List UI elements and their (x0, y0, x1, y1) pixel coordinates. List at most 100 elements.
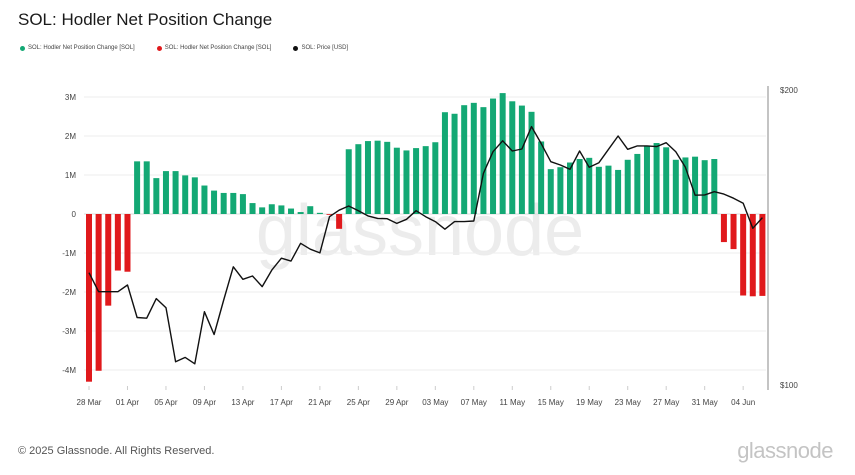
price-line (88, 125, 763, 365)
x-tick-label: 07 May (461, 398, 487, 407)
legend-dot (20, 45, 25, 51)
x-tick-label: 05 Apr (154, 398, 177, 407)
bar-positive (278, 205, 285, 214)
bar-negative (105, 214, 112, 306)
bar-positive (441, 112, 448, 214)
bar-positive (403, 150, 410, 214)
bar-negative (740, 214, 747, 296)
bar-positive (567, 162, 573, 214)
y-tick-label: -4M (62, 366, 76, 375)
bar-positive (451, 113, 458, 214)
bar-negative (114, 214, 121, 271)
bar-positive (538, 141, 545, 214)
x-tick-label: 17 Apr (270, 398, 293, 407)
bar-positive (499, 93, 506, 214)
bar-positive (162, 171, 169, 214)
x-tick-label: 28 Mar (77, 398, 102, 407)
bar-positive (422, 146, 429, 214)
bar-positive (345, 149, 352, 214)
bar-positive (211, 190, 218, 214)
bar-positive (480, 107, 487, 214)
y-tick-label: -2M (62, 288, 76, 297)
chart-title: SOL: Hodler Net Position Change (18, 10, 273, 29)
legend-item-negative[interactable]: SOL: Hodler Net Position Change [SOL] (156, 45, 271, 51)
x-tick-label: 25 Apr (347, 398, 370, 407)
bar-positive (230, 192, 237, 214)
bar-positive (682, 157, 689, 214)
y-right-tick-label: $100 (780, 381, 798, 390)
legend-item-positive[interactable]: SOL: Hodler Net Position Change [SOL] (20, 45, 135, 51)
y-tick-label: 3M (65, 93, 76, 102)
legend: SOL: Hodler Net Position Change [SOL] SO… (20, 45, 348, 51)
x-tick-label: 29 Apr (385, 398, 408, 407)
x-tick-label: 03 May (422, 398, 448, 407)
bar-positive (355, 144, 362, 214)
x-tick-label: 09 Apr (193, 398, 216, 407)
x-tick-label: 21 Apr (308, 398, 331, 407)
bar-positive (153, 178, 160, 214)
bar-positive (461, 105, 468, 214)
y-tick-label: 2M (65, 132, 76, 141)
bar-positive (143, 161, 150, 214)
bar-positive (172, 171, 179, 214)
legend-label: SOL: Price [USD] (301, 45, 349, 51)
x-tick-label: 11 May (499, 398, 525, 407)
bar-positive (528, 111, 535, 214)
watermark: glassnode (256, 191, 584, 271)
bar-positive (518, 105, 525, 214)
bar-positive (547, 169, 554, 214)
bar-negative (759, 214, 766, 296)
y-right-tick-label: $200 (780, 86, 798, 95)
copyright: © 2025 Glassnode. All Rights Reserved. (18, 445, 215, 457)
bar-positive (586, 157, 593, 214)
bar-positive (249, 203, 256, 214)
bar-positive (605, 165, 612, 214)
bar-positive (393, 147, 400, 214)
bar-positive (413, 148, 420, 214)
bar-positive (374, 140, 381, 214)
bar-positive (384, 141, 391, 214)
x-tick-label: 04 Jun (731, 398, 755, 407)
legend-dot (293, 45, 299, 51)
legend-label: SOL: Hodler Net Position Change [SOL] (28, 45, 135, 51)
bar-positive (191, 177, 198, 214)
bar-positive (701, 160, 708, 214)
bar-positive (692, 156, 699, 214)
x-tick-label: 19 May (576, 398, 602, 407)
bar-negative (720, 214, 727, 243)
x-tick-label: 15 May (538, 398, 564, 407)
bar-positive (288, 208, 295, 214)
bar-positive (134, 161, 141, 214)
y-tick-label: -3M (62, 327, 76, 336)
bar-positive (634, 153, 641, 214)
bar-negative (730, 214, 737, 250)
bar-negative (749, 214, 756, 297)
legend-dot (156, 45, 162, 51)
bar-positive (259, 207, 266, 214)
bar-positive (595, 166, 602, 214)
bar-positive (624, 159, 631, 214)
bar-positive (672, 159, 679, 214)
bar-negative (326, 214, 333, 215)
bar-positive (182, 175, 189, 214)
glassnode-logo: glassnode (737, 438, 833, 463)
x-tick-label: 31 May (692, 398, 718, 407)
bar-positive (663, 147, 670, 214)
y-tick-label: 1M (65, 171, 76, 180)
y-tick-label: -1M (62, 249, 76, 258)
bar-positive (316, 212, 323, 214)
x-tick-label: 13 Apr (231, 398, 254, 407)
bar-positive (490, 98, 497, 214)
legend-item-price[interactable]: SOL: Price [USD] (293, 45, 348, 51)
bar-positive (297, 212, 304, 214)
bar-positive (364, 141, 371, 214)
bar-positive (653, 143, 660, 214)
bar-positive (307, 206, 314, 214)
x-tick-label: 27 May (653, 398, 679, 407)
bar-positive (615, 169, 622, 214)
bar-positive (711, 159, 718, 214)
x-tick-label: 01 Apr (116, 398, 139, 407)
bar-positive (643, 145, 650, 214)
bar-negative (86, 214, 92, 382)
